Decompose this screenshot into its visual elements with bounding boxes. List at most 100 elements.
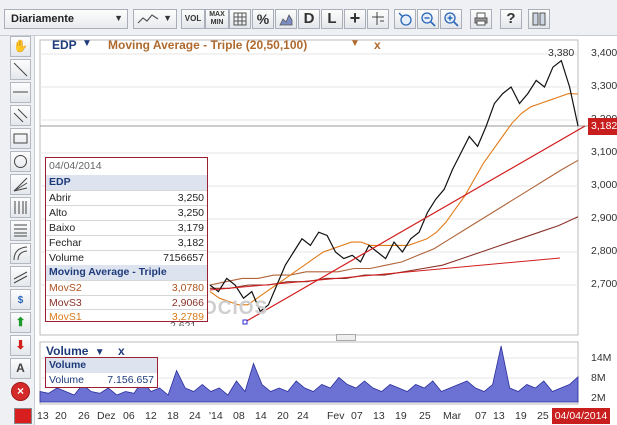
max-min-button[interactable]: MAX MIN [205, 9, 229, 29]
x-tick: 13 [493, 410, 505, 422]
period-select-value: Diariamente [11, 13, 74, 25]
info-row: Abrir 3,250 [46, 190, 207, 205]
volume-area [39, 345, 579, 403]
x-tick: 13 [37, 410, 49, 422]
arc-tool[interactable] [10, 243, 31, 264]
volume-box-label: Volume [49, 374, 85, 386]
info-label: MovS1 [49, 311, 82, 323]
chevron-down-icon[interactable]: ▼ [82, 38, 92, 49]
info-value: 3,250 [177, 207, 204, 219]
indicator-close-button[interactable]: x [374, 38, 381, 52]
info-label: MovS2 [49, 282, 82, 294]
info-ma-title-row: Moving Average - Triple [46, 265, 207, 280]
speed-lines-tool[interactable]: $ [10, 289, 31, 310]
crosshair-value-icon [372, 12, 384, 25]
circle-icon [14, 155, 27, 168]
crosshair-value-button[interactable] [367, 9, 389, 29]
movs1-line [209, 93, 579, 306]
fibonacci-retracement-tool[interactable] [10, 197, 31, 218]
info-value: 3,182 [177, 237, 204, 249]
indicator-title[interactable]: Moving Average - Triple (20,50,100) [108, 38, 308, 52]
close-icon: × [16, 384, 24, 398]
zoom-out-button[interactable] [417, 9, 439, 29]
volume-box-title: Volume [46, 358, 157, 373]
x-tick: Dez [97, 410, 116, 422]
period-select[interactable]: Diariamente ▼ [4, 9, 128, 29]
help-button[interactable]: ? [500, 9, 522, 29]
chevron-down-icon: ▼ [163, 13, 172, 23]
info-value: 3,179 [177, 222, 204, 234]
crosshair-button[interactable]: + [344, 9, 366, 29]
line-chart-icon [137, 14, 159, 24]
fibonacci-lines-tool[interactable] [10, 220, 31, 241]
grid-button[interactable] [229, 9, 251, 29]
print-button[interactable] [470, 9, 492, 29]
movs2-line [209, 159, 579, 286]
chart-type-select[interactable]: ▼ [133, 9, 177, 29]
text-tool[interactable]: A [10, 358, 31, 379]
arrow-down-icon: ⬇ [15, 338, 26, 352]
horizontal-line-tool[interactable] [10, 82, 31, 103]
info-ma-row: MovS1 3,2789 [46, 309, 207, 324]
chevron-down-icon[interactable]: ▼ [94, 347, 105, 358]
y-tick: 2,900 [591, 212, 617, 224]
info-label: MovS3 [49, 297, 82, 309]
parallel-lines-tool[interactable] [10, 266, 31, 287]
trendline-tool[interactable] [10, 59, 31, 80]
x-tick: 06 [123, 410, 135, 422]
volume-close-button[interactable]: x [118, 344, 125, 358]
x-tick: Fev [327, 410, 345, 422]
volume-area-path [39, 345, 579, 403]
x-tick: 20 [55, 410, 67, 422]
info-label: Baixo [49, 222, 76, 234]
color-picker[interactable] [14, 408, 32, 424]
trendline-support [209, 257, 561, 291]
ellipse-tool[interactable] [10, 151, 31, 172]
chevron-down-icon[interactable]: ▼ [350, 38, 360, 49]
pan-tool[interactable]: ✋ [10, 36, 31, 57]
top-toolbar: Diariamente ▼ ▼ VOL MAX MIN % D L + ? [0, 0, 617, 36]
volume-data-window: Volume Volume 7.156.657 [45, 357, 158, 388]
arrow-up-icon: ⬆ [15, 315, 26, 329]
rectangle-tool[interactable] [10, 128, 31, 149]
zoom-fit-button[interactable] [394, 9, 416, 29]
info-label: Volume [49, 252, 85, 264]
series-movs2 [209, 159, 579, 286]
log-l-button[interactable]: L [321, 9, 343, 29]
selected-date-tag: 04/04/2014 [552, 408, 610, 424]
compare-button[interactable] [275, 9, 297, 29]
pane-splitter-handle[interactable] [336, 334, 356, 341]
info-ma-title: Moving Average - Triple [49, 266, 167, 278]
text-icon: A [16, 361, 25, 375]
info-symbol: EDP [49, 176, 71, 188]
last-price-tag: 3,182 [588, 118, 617, 135]
volume-tick: 8M [591, 372, 606, 384]
horizontal-line-icon [13, 91, 28, 93]
trendline-handle [242, 319, 248, 325]
info-value: 3,250 [177, 192, 204, 204]
log-d-button[interactable]: D [298, 9, 320, 29]
layout-button[interactable] [528, 9, 550, 29]
channel-tool[interactable] [10, 105, 31, 126]
info-value: 2,9066 [171, 297, 204, 309]
symbol-label[interactable]: EDP [52, 38, 77, 52]
fan-tool[interactable] [10, 174, 31, 195]
area-chart-icon [279, 14, 293, 26]
hand-icon: ✋ [13, 39, 28, 53]
x-tick: 13 [373, 410, 385, 422]
volume-title[interactable]: Volume [46, 344, 89, 358]
volume-toggle-button[interactable]: VOL [181, 9, 205, 29]
percent-button[interactable]: % [252, 9, 274, 29]
zoom-fit-icon [398, 12, 412, 26]
sell-arrow-tool[interactable]: ⬇ [10, 335, 31, 356]
x-tick: 18 [167, 410, 179, 422]
delete-drawings-button[interactable]: × [11, 382, 30, 401]
min-label: MIN [210, 19, 224, 26]
diagonal-line-icon [13, 62, 28, 77]
buy-arrow-tool[interactable]: ⬆ [10, 312, 31, 333]
x-tick: '14 [209, 410, 223, 422]
x-tick: 25 [419, 410, 431, 422]
zoom-in-button[interactable] [440, 9, 462, 29]
trendlines[interactable] [209, 125, 586, 325]
info-ma-row: MovS3 2,9066 [46, 295, 207, 310]
